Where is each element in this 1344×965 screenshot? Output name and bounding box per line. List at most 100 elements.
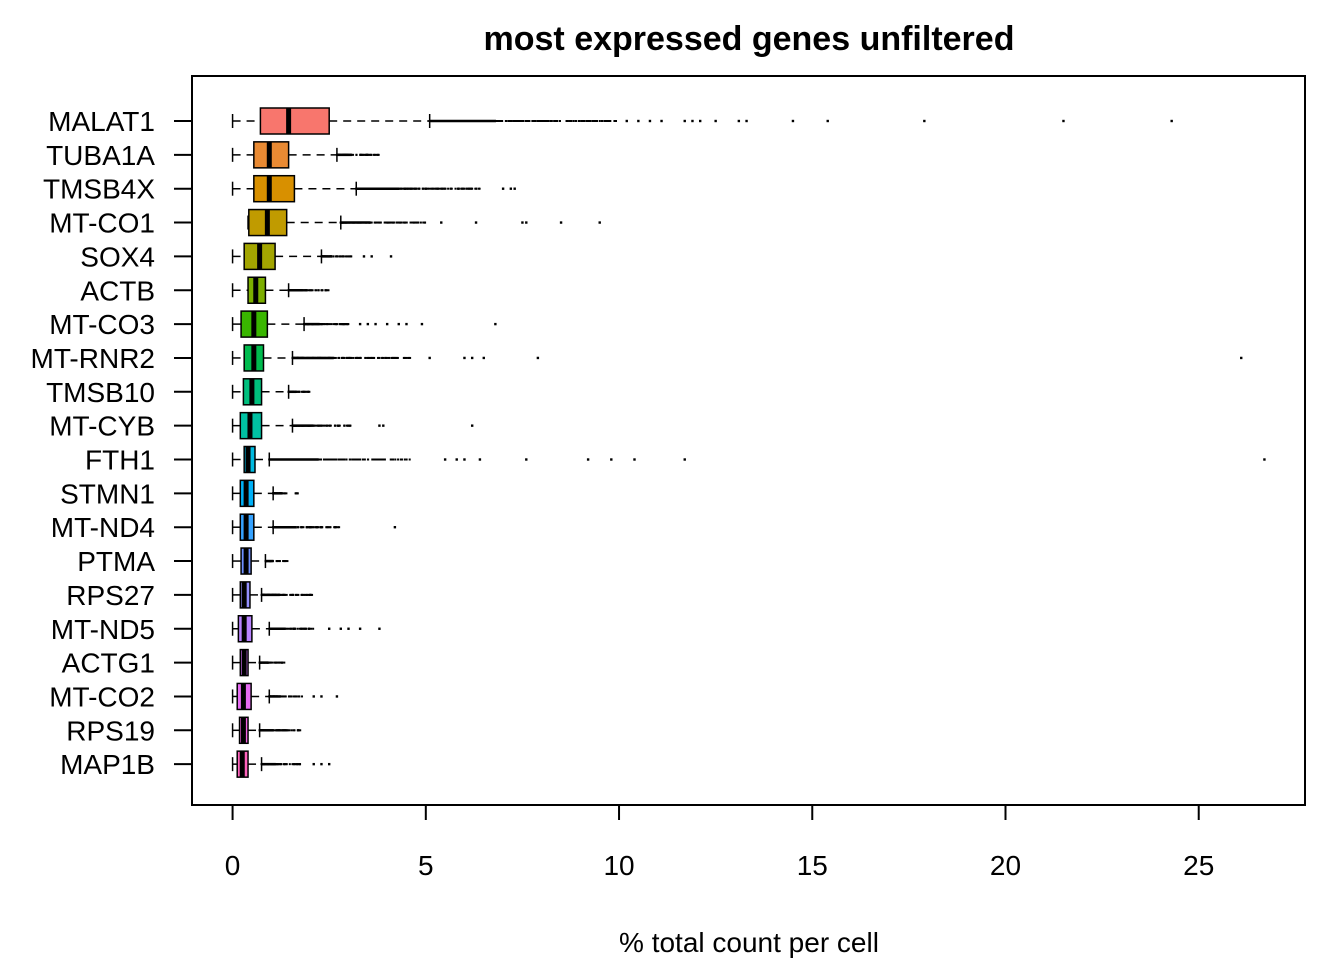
outlier-point bbox=[325, 458, 328, 461]
outlier-point bbox=[637, 119, 640, 123]
outlier-point bbox=[414, 187, 417, 190]
outlier-point bbox=[691, 119, 694, 123]
outlier-point bbox=[327, 323, 330, 326]
outlier-point bbox=[327, 289, 330, 292]
outlier-point bbox=[531, 120, 534, 122]
outlier-point bbox=[405, 221, 408, 224]
outlier-point bbox=[345, 424, 348, 427]
outlier-point bbox=[413, 221, 416, 224]
outlier-point bbox=[374, 153, 377, 156]
box-actg1 bbox=[231, 648, 286, 677]
outlier-point bbox=[307, 627, 310, 630]
y-axis: MALAT1TUBA1ATMSB4XMT-CO1SOX4ACTBMT-CO3MT… bbox=[31, 106, 193, 780]
outlier-point bbox=[520, 120, 523, 122]
outlier-point bbox=[394, 458, 397, 461]
y-tick-label: STMN1 bbox=[60, 478, 155, 509]
outlier-point bbox=[415, 187, 418, 190]
box-rps19 bbox=[231, 716, 302, 745]
outlier-point bbox=[609, 120, 612, 122]
outlier-point bbox=[528, 120, 531, 122]
outlier-point bbox=[469, 187, 472, 190]
outlier-point bbox=[290, 695, 293, 698]
y-tick-label: RPS27 bbox=[66, 580, 155, 611]
outlier-point bbox=[544, 120, 547, 122]
outlier-point bbox=[1170, 119, 1173, 123]
outlier-point bbox=[323, 323, 326, 326]
outlier-point bbox=[411, 221, 414, 224]
outlier-point bbox=[275, 763, 278, 766]
y-tick-label: RPS19 bbox=[66, 715, 155, 746]
x-axis: 0 5 10 15 20 25 bbox=[225, 804, 1214, 881]
outlier-point bbox=[334, 526, 337, 529]
outlier-point bbox=[422, 221, 425, 224]
outlier-point bbox=[362, 458, 365, 461]
outlier-point bbox=[271, 661, 274, 664]
y-tick-label: SOX4 bbox=[80, 241, 155, 272]
outlier-point bbox=[293, 763, 296, 766]
outlier-point bbox=[412, 187, 415, 190]
outlier-point bbox=[327, 424, 330, 427]
outlier-point bbox=[340, 323, 343, 326]
outlier-point bbox=[467, 187, 470, 190]
outlier-point bbox=[350, 255, 353, 258]
outlier-point bbox=[463, 356, 466, 360]
outlier-point bbox=[593, 120, 596, 122]
box-tuba1a bbox=[231, 141, 380, 169]
y-tick-label: MAP1B bbox=[60, 749, 155, 780]
y-tick-label: MT-CYB bbox=[49, 411, 155, 442]
box-fth1 bbox=[231, 445, 1266, 474]
outlier-point bbox=[419, 221, 422, 224]
outlier-point bbox=[589, 120, 592, 122]
outlier-point bbox=[409, 356, 412, 359]
outlier-point bbox=[370, 153, 373, 156]
y-tick-label: MT-RNR2 bbox=[31, 343, 155, 374]
outlier-point bbox=[416, 221, 419, 224]
outlier-point bbox=[314, 526, 317, 529]
outlier-point bbox=[714, 119, 717, 123]
outlier-point bbox=[457, 187, 460, 190]
outlier-point bbox=[334, 458, 337, 461]
y-tick-label: FTH1 bbox=[85, 445, 155, 476]
outlier-point bbox=[512, 120, 515, 122]
outlier-point bbox=[301, 627, 304, 630]
outlier-point bbox=[394, 356, 397, 359]
outlier-point bbox=[372, 458, 375, 461]
outlier-point bbox=[298, 390, 301, 393]
outlier-point bbox=[395, 356, 398, 359]
outlier-point bbox=[294, 763, 297, 766]
outlier-point bbox=[516, 120, 519, 122]
outlier-point bbox=[309, 289, 312, 292]
outlier-point bbox=[323, 458, 326, 461]
outlier-point bbox=[315, 289, 318, 292]
outlier-point bbox=[366, 356, 369, 359]
outlier-point bbox=[374, 322, 377, 326]
outlier-point bbox=[440, 221, 443, 224]
outlier-point bbox=[336, 255, 339, 258]
outlier-point bbox=[341, 255, 344, 258]
outlier-point bbox=[308, 627, 311, 630]
y-tick-label: TUBA1A bbox=[46, 140, 155, 171]
outlier-point bbox=[311, 593, 314, 596]
outlier-point bbox=[443, 458, 447, 461]
outlier-point bbox=[494, 322, 497, 326]
outlier-point bbox=[329, 526, 332, 529]
outlier-point bbox=[313, 424, 316, 427]
outlier-point bbox=[277, 560, 280, 563]
outlier-point bbox=[288, 763, 291, 766]
outlier-point bbox=[297, 526, 300, 529]
outlier-point bbox=[342, 356, 345, 359]
outlier-point bbox=[278, 560, 281, 563]
outlier-point bbox=[683, 119, 686, 123]
outlier-point bbox=[278, 763, 281, 766]
outlier-point bbox=[338, 323, 341, 326]
outlier-point bbox=[477, 187, 480, 190]
outlier-point bbox=[294, 593, 297, 596]
outlier-point bbox=[382, 356, 385, 359]
outlier-point bbox=[298, 763, 301, 766]
outlier-point bbox=[610, 458, 613, 461]
outlier-point bbox=[324, 458, 327, 461]
outlier-point bbox=[276, 661, 279, 664]
outlier-point bbox=[559, 221, 563, 224]
outlier-point bbox=[389, 255, 393, 258]
outlier-point bbox=[447, 187, 450, 190]
